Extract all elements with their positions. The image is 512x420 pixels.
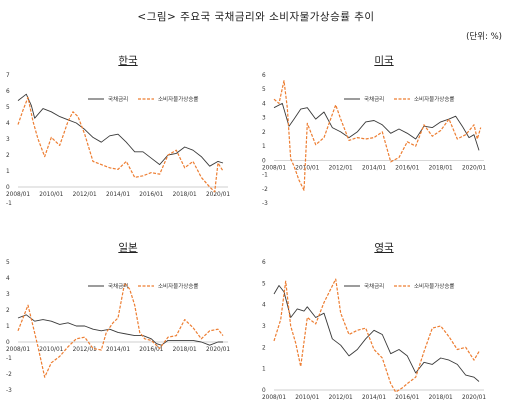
y-tick-label: 1 — [6, 324, 10, 330]
x-tick-label: 2016/01 — [139, 192, 163, 198]
y-tick-label: 4 — [262, 101, 266, 107]
y-tick-label: 4 — [6, 276, 10, 282]
legend-label-bond: 국채금리 — [108, 282, 128, 290]
legend-label-bond: 국채금리 — [364, 95, 384, 103]
chart-title: 미국 — [374, 55, 394, 67]
x-tick-label: 2018/01 — [173, 347, 197, 353]
y-tick-label: 2 — [262, 345, 266, 351]
y-tick-label: 3 — [262, 324, 266, 330]
y-tick-label: -3 — [262, 201, 268, 207]
x-tick-label: 2018/01 — [429, 395, 453, 401]
y-tick-label: -3 — [6, 388, 12, 394]
chart-title: 한국 — [118, 55, 138, 67]
series-line-bond-yield — [17, 314, 223, 346]
line-chart-japan: -3 -2 -1 0 1 2 3 4 5 2008/01 2010/01 2012/01 2014/01… — [6, 260, 230, 394]
line-chart-usa: -3 -2 -1 0 1 2 3 4 5 6 2008/01 2010/01 2012/01 2014/0… — [262, 73, 486, 207]
x-tick-label: 2010/01 — [295, 165, 319, 171]
chart-panel-korea: 한국 -1 0 1 2 3 4 5 6 7 2008/01 2010/01 2012/01 2014/0… — [0, 53, 256, 233]
chart-panel-uk: 영국 0 1 2 3 4 5 6 2008/01 2010/01 2012/01 2014/01 20… — [256, 240, 512, 420]
y-tick-label: -2 — [262, 187, 268, 193]
y-tick-label: -1 — [6, 356, 12, 362]
series-line-bond-yield — [273, 285, 480, 382]
y-tick-label: -1 — [262, 173, 268, 179]
y-tick-label: -1 — [6, 201, 12, 207]
legend-label-cpi: 소비자물가상승률 — [414, 282, 454, 290]
x-tick-label: 2018/01 — [429, 165, 453, 171]
x-tick-label: 2014/01 — [106, 347, 130, 353]
x-tick-label: 2008/01 — [262, 165, 286, 171]
legend-label-cpi: 소비자물가상승률 — [414, 95, 454, 103]
y-tick-label: 7 — [6, 73, 10, 79]
x-tick-label: 2010/01 — [295, 395, 319, 401]
x-tick-label: 2016/01 — [139, 347, 163, 353]
x-tick-label: 2016/01 — [395, 165, 419, 171]
y-tick-label: 4 — [6, 121, 10, 127]
y-tick-label: 1 — [262, 367, 266, 373]
series-line-cpi — [17, 96, 224, 193]
x-tick-label: 2010/01 — [39, 347, 63, 353]
y-tick-label: 5 — [262, 281, 266, 287]
x-tick-label: 2008/01 — [6, 347, 30, 353]
x-tick-label: 2012/01 — [329, 395, 353, 401]
x-tick-label: 2014/01 — [106, 192, 130, 198]
legend-label-cpi: 소비자물가상승률 — [158, 282, 198, 290]
x-tick-label: 2008/01 — [6, 192, 30, 198]
y-tick-label: 5 — [6, 105, 10, 111]
unit-note: (단위: %) — [466, 32, 502, 42]
y-tick-label: 5 — [6, 260, 10, 266]
y-tick-label: 0 — [262, 158, 266, 164]
y-tick-label: 2 — [6, 153, 10, 159]
x-tick-label: 2020/01 — [462, 165, 486, 171]
y-tick-label: 4 — [262, 303, 266, 309]
y-tick-label: 6 — [262, 73, 266, 79]
series-line-bond-yield — [273, 102, 480, 151]
x-tick-label: 2020/01 — [206, 347, 230, 353]
legend-label-bond: 국채금리 — [108, 95, 128, 103]
y-tick-label: 0 — [6, 185, 10, 191]
line-chart-korea: -1 0 1 2 3 4 5 6 7 2008/01 2010/01 2012/01 2014/01 20… — [6, 73, 230, 207]
y-tick-label: 1 — [6, 169, 10, 175]
x-tick-label: 2010/01 — [39, 192, 63, 198]
y-tick-label: -2 — [6, 372, 12, 378]
series-line-cpi — [273, 278, 480, 393]
y-tick-label: 2 — [6, 308, 10, 314]
series-line-cpi — [17, 282, 224, 378]
x-tick-label: 2008/01 — [262, 395, 286, 401]
y-tick-label: 6 — [6, 89, 10, 95]
legend-label-bond: 국채금리 — [364, 282, 384, 290]
legend-label-cpi: 소비자물가상승률 — [158, 95, 198, 103]
chart-title: 영국 — [374, 242, 394, 254]
line-chart-uk: 0 1 2 3 4 5 6 2008/01 2010/01 2012/01 2014/01 2016/… — [262, 260, 486, 401]
y-tick-label: 3 — [262, 116, 266, 122]
x-tick-label: 2020/01 — [206, 192, 230, 198]
y-tick-label: 2 — [262, 130, 266, 136]
chart-title: 일본 — [118, 242, 138, 254]
x-tick-label: 2014/01 — [362, 395, 386, 401]
x-tick-label: 2012/01 — [73, 192, 97, 198]
y-tick-label: 0 — [6, 340, 10, 346]
x-tick-label: 2016/01 — [395, 395, 419, 401]
x-tick-label: 2014/01 — [362, 165, 386, 171]
chart-panel-japan: 일본 -3 -2 -1 0 1 2 3 4 5 2008/01 2010/01 2012/01 2014… — [0, 240, 256, 420]
y-tick-label: 6 — [262, 260, 266, 266]
y-tick-label: 1 — [262, 144, 266, 150]
chart-panel-usa: 미국 -3 -2 -1 0 1 2 3 4 5 6 2008/01 2010/01 2012/01 201… — [256, 53, 512, 233]
x-tick-label: 2020/01 — [462, 395, 486, 401]
y-tick-label: 0 — [262, 388, 266, 394]
x-tick-label: 2012/01 — [73, 347, 97, 353]
y-tick-label: 3 — [6, 137, 10, 143]
y-tick-label: 5 — [262, 87, 266, 93]
figure-title: <그림> 주요국 국채금리와 소비자물가상승률 추이 — [137, 11, 375, 23]
y-tick-label: 3 — [6, 292, 10, 298]
series-line-bond-yield — [17, 93, 224, 167]
x-tick-label: 2012/01 — [329, 165, 353, 171]
x-tick-label: 2018/01 — [173, 192, 197, 198]
